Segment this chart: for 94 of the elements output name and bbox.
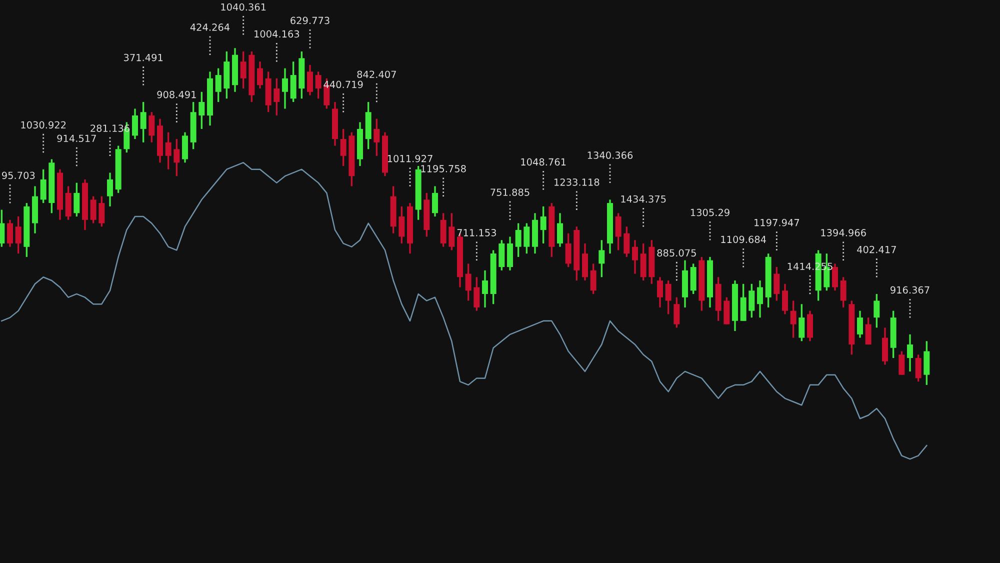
candlestick [65, 185, 72, 221]
candlestick [582, 242, 588, 282]
annotation: 1109.684 [721, 236, 766, 244]
annotation: 1394.966 [821, 229, 866, 236]
candlestick [798, 303, 805, 342]
text: 1040.361 [221, 3, 266, 11]
candlestick [524, 222, 530, 254]
candlestick [340, 128, 346, 167]
candlestick [274, 78, 280, 116]
candlestick [307, 64, 313, 96]
candlestick [915, 354, 922, 382]
candlestick [7, 219, 13, 248]
candlestick [724, 296, 730, 326]
candlestick [540, 206, 546, 244]
candlestick [315, 70, 322, 100]
candlestick [690, 262, 696, 295]
candlestick [74, 182, 80, 218]
candlestick [657, 276, 663, 308]
candlestick [832, 262, 838, 292]
candlestick [98, 195, 105, 228]
candlestick [857, 310, 863, 339]
candlestick [782, 283, 788, 316]
annotation: 1340.366 [588, 152, 633, 159]
text: 424.264 [190, 24, 230, 31]
candlestick [807, 310, 813, 342]
candlestick [507, 236, 513, 272]
candlestick [290, 60, 296, 103]
candlestick [40, 168, 46, 204]
candlestick [474, 276, 480, 312]
candlestick [465, 262, 472, 302]
candlestick [140, 101, 146, 144]
annotation: 1305.29 [690, 208, 730, 216]
candlestick [174, 138, 180, 177]
candlestick [665, 280, 672, 316]
candlestick [15, 216, 22, 254]
candlestick [640, 242, 646, 282]
candlestick [107, 172, 113, 208]
annotation: 1048.761 [521, 158, 566, 166]
candlestick [615, 212, 622, 252]
annotation: 842.407 [357, 70, 396, 78]
candlestick [398, 206, 405, 244]
candlestick [924, 340, 930, 386]
candlestick [432, 185, 438, 218]
candlestick [757, 280, 763, 318]
annotation: 1195.758 [421, 165, 466, 172]
candlestick [740, 283, 746, 322]
annotation: 916.367 [890, 286, 930, 294]
annotation: 711.153 [457, 229, 496, 236]
candlestick [882, 326, 888, 366]
candlestick [148, 111, 155, 144]
candlestick [774, 266, 780, 302]
annotation: 1197.947 [754, 218, 800, 226]
candlestick [598, 239, 605, 278]
candlestick [840, 276, 846, 308]
annotation: 1030.922 [21, 121, 66, 129]
candlestick [257, 60, 263, 90]
candlestick [90, 195, 96, 224]
candlestick [790, 300, 796, 339]
candlestick [565, 232, 572, 268]
candlestick [590, 262, 596, 295]
candlestick [374, 118, 380, 157]
candlestick [515, 222, 522, 258]
annotation: 371.491 [124, 54, 163, 62]
candlestick [632, 239, 638, 275]
candlestick [182, 131, 188, 164]
candlestick [282, 67, 288, 110]
candlestick [215, 67, 222, 103]
candlestick [132, 108, 138, 140]
text: 629.773 [290, 16, 330, 24]
candlestick [0, 208, 5, 248]
candlestick [674, 296, 680, 328]
candlestick [624, 226, 630, 258]
annotation: 95.703 [2, 172, 35, 180]
annotation: 1434.375 [621, 195, 666, 203]
candlestick [165, 131, 172, 170]
annotation: 1233.118 [554, 178, 600, 186]
candlestick [240, 50, 246, 90]
text: 1004.163 [254, 30, 300, 38]
candlestick [498, 239, 505, 272]
candlestick [440, 212, 446, 248]
candlestick [865, 316, 872, 346]
candlestick [748, 283, 755, 318]
candlestick [448, 212, 455, 252]
candlestick [907, 334, 913, 372]
annotation: 908.491 [157, 90, 196, 98]
candlestick [198, 91, 205, 130]
annotation: 914.517 [57, 134, 96, 142]
candlestick [898, 350, 905, 376]
annotation: 751.885 [490, 188, 530, 196]
annotation: 885.075 [657, 249, 696, 257]
candlestick [482, 270, 488, 308]
annotation: 402.417 [857, 246, 896, 254]
candlestick [874, 293, 880, 328]
candlestick [557, 212, 563, 248]
